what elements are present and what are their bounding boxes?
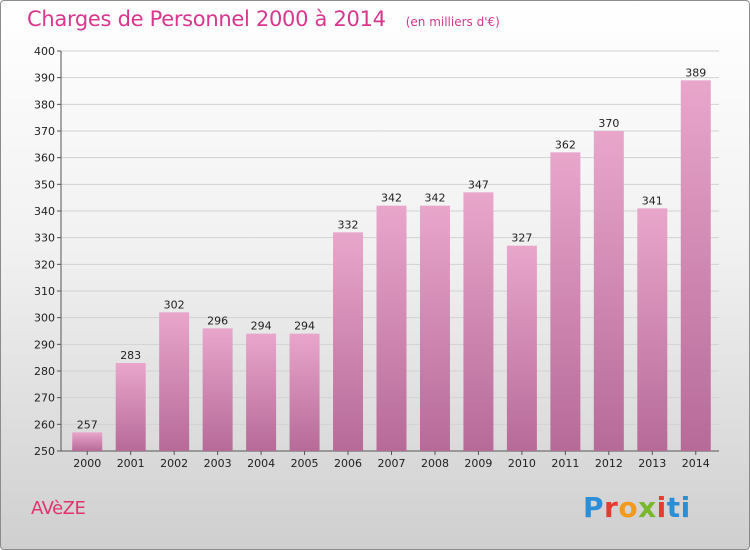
commune-name: AVèZE [31,498,86,519]
data-label: 341 [642,194,663,207]
x-tick-label: 2003 [204,457,232,470]
y-tick-label: 360 [34,152,55,165]
title-row: Charges de Personnel 2000 à 2014 (en mil… [27,7,500,31]
bar [159,312,190,451]
data-label: 327 [511,232,532,245]
x-tick-label: 2008 [421,457,449,470]
data-label: 342 [424,192,445,205]
bar [463,192,494,452]
bars [72,80,711,452]
y-tick-label: 260 [34,418,55,431]
data-label: 283 [120,349,141,362]
x-tick-label: 2011 [551,457,579,470]
proxiti-logo: Proxiti [583,491,691,524]
bar [202,328,233,451]
y-tick-label: 340 [34,205,55,218]
bar [376,205,407,451]
y-tick-label: 330 [34,232,55,245]
data-label: 370 [598,117,619,130]
y-tick-label: 290 [34,338,55,351]
x-tick-label: 2004 [247,457,275,470]
x-tick-label: 2002 [160,457,188,470]
data-label: 332 [338,218,359,231]
data-label: 296 [207,314,228,327]
data-label: 342 [381,192,402,205]
x-tick-label: 2010 [508,457,536,470]
data-label: 294 [251,320,272,333]
x-tick-label: 2009 [464,457,492,470]
bar [506,245,537,451]
x-tick-label: 2005 [291,457,319,470]
bar [550,152,581,452]
x-tick-label: 2006 [334,457,362,470]
data-label: 257 [77,418,98,431]
labels: 250 260 270 280 290 300 310 320 330 340 350 360 370 3… [34,45,710,470]
x-tick-label: 2000 [73,457,101,470]
y-tick-label: 400 [34,45,55,58]
bar [115,363,146,451]
bar [72,432,103,451]
y-tick-label: 300 [34,312,55,325]
bar [246,333,277,451]
data-label: 294 [294,320,315,333]
bar [419,205,450,451]
data-label: 362 [555,138,576,151]
bar [680,80,711,451]
y-tick-label: 280 [34,365,55,378]
bar [593,131,624,451]
x-tick-label: 2007 [378,457,406,470]
y-tick-label: 380 [34,98,55,111]
y-tick-label: 350 [34,178,55,191]
x-tick-label: 2014 [682,457,710,470]
y-tick-label: 390 [34,72,55,85]
y-tick-label: 250 [34,445,55,458]
x-tick-label: 2001 [117,457,145,470]
data-label: 302 [164,298,185,311]
y-tick-label: 320 [34,258,55,271]
chart-title: Charges de Personnel 2000 à 2014 [27,7,386,31]
chart-subtitle: (en milliers d'€) [405,15,500,29]
y-tick-label: 370 [34,125,55,138]
bar [637,208,668,451]
x-tick-label: 2013 [638,457,666,470]
bar [333,232,364,451]
y-tick-label: 270 [34,392,55,405]
bar [289,333,320,451]
data-label: 389 [685,66,706,79]
data-label: 347 [468,178,489,191]
x-tick-label: 2012 [595,457,623,470]
y-tick-label: 310 [34,285,55,298]
